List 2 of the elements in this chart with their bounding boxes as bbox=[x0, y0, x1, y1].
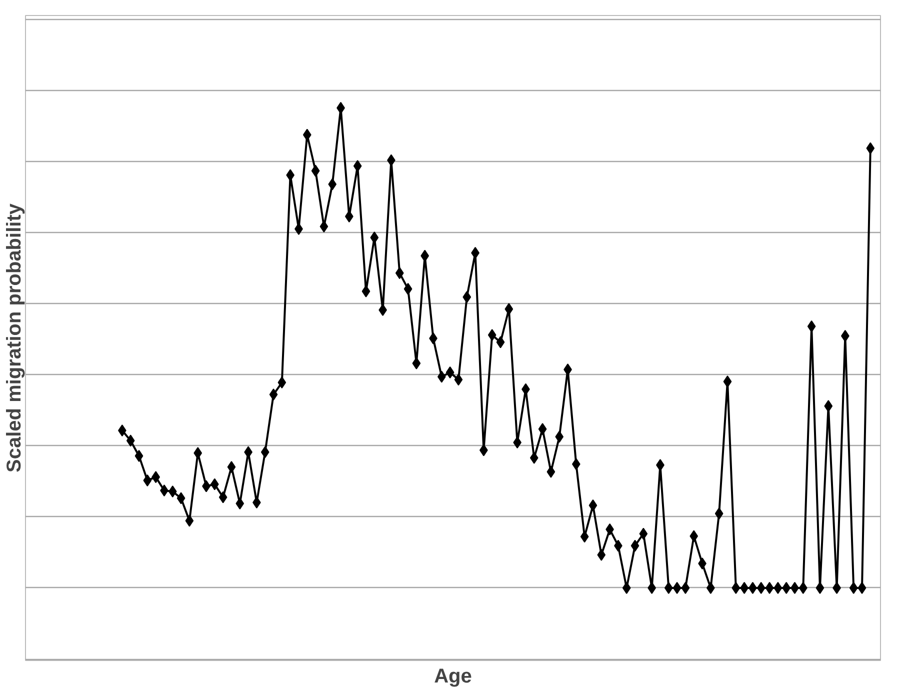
y-axis-title: Scaled migration probability bbox=[4, 202, 26, 472]
x-axis-title: Age bbox=[434, 666, 472, 688]
